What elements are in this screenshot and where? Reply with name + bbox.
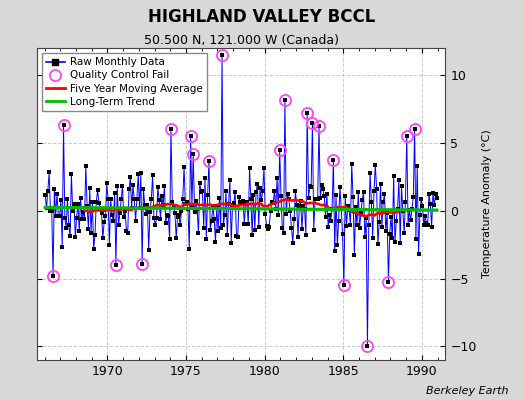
- Y-axis label: Temperature Anomaly (°C): Temperature Anomaly (°C): [482, 130, 492, 278]
- Title: 50.500 N, 121.000 W (Canada): 50.500 N, 121.000 W (Canada): [144, 34, 339, 47]
- Legend: Raw Monthly Data, Quality Control Fail, Five Year Moving Average, Long-Term Tren: Raw Monthly Data, Quality Control Fail, …: [42, 53, 207, 111]
- Text: HIGHLAND VALLEY BCCL: HIGHLAND VALLEY BCCL: [148, 8, 376, 26]
- Text: Berkeley Earth: Berkeley Earth: [426, 386, 508, 396]
